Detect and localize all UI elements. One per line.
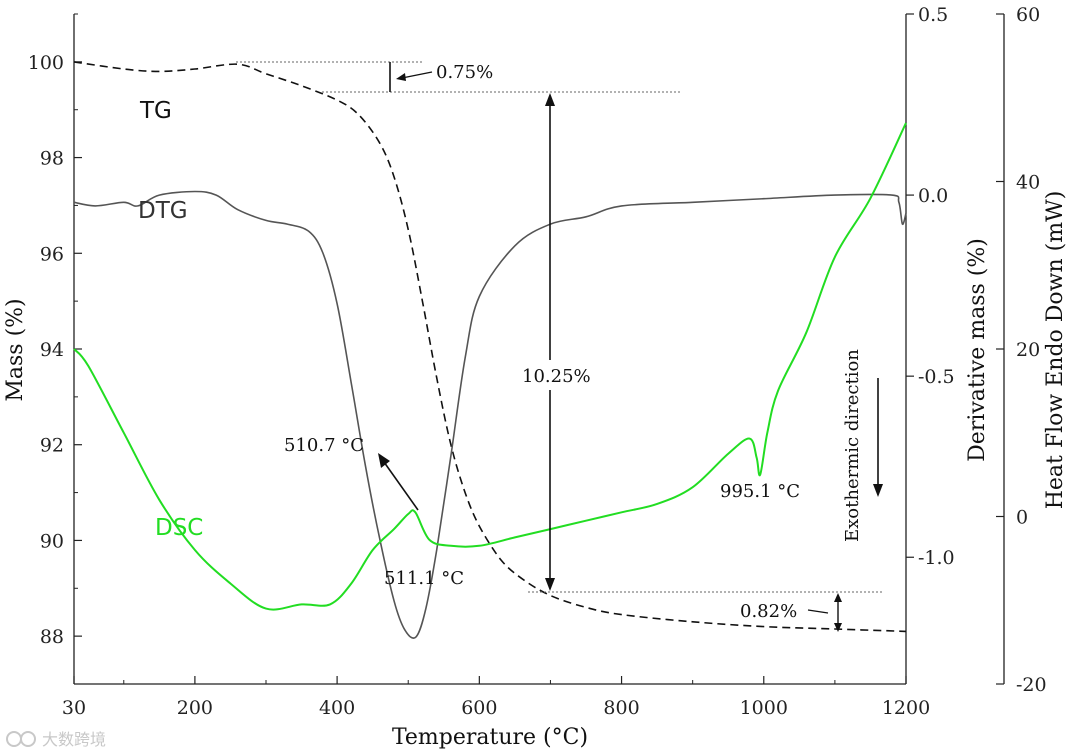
watermark-text: 大数跨境 <box>42 730 106 749</box>
watermark-logo-icon <box>6 731 22 747</box>
y-left-tick-label: 98 <box>40 148 64 170</box>
y-right1-tick-label: 0.0 <box>918 185 948 207</box>
peak-dsc-arrowhead <box>378 453 390 468</box>
exo-arrowhead <box>873 484 883 497</box>
y-left-title: Mass (%) <box>3 298 28 401</box>
x-tick-label: 800 <box>603 697 639 719</box>
loss3-arrowhead-bottom <box>834 623 842 632</box>
dtg-label: DTG <box>138 198 188 224</box>
exo-label: Exothermic direction <box>842 349 863 542</box>
loss1-arrowhead <box>396 73 406 81</box>
x-tick-label: 400 <box>319 697 355 719</box>
loss2-label-bg <box>515 360 605 390</box>
watermark: 大数跨境 <box>6 730 106 749</box>
series-dtg-line <box>73 190 907 639</box>
y-left-tick-label: 88 <box>40 626 64 648</box>
y-right2-tick-label: 60 <box>1016 4 1040 26</box>
x-tick-label: 30 <box>62 697 86 719</box>
y-right1-tick-label: -0.5 <box>918 366 955 388</box>
loss3-label: 0.82% <box>740 601 797 622</box>
peak-dtg-label: 511.1 °C <box>384 568 464 589</box>
y-right2-tick-label: 20 <box>1016 339 1040 361</box>
loss1-label: 0.75% <box>436 62 493 83</box>
y-left-tick-label: 94 <box>40 339 64 361</box>
x-axis-title: Temperature (°C) <box>392 725 588 750</box>
loss3-pointer <box>807 609 829 614</box>
series-dsc-line <box>73 122 907 611</box>
y-left-tick-label: 96 <box>40 243 64 265</box>
x-tick-label: 1000 <box>740 697 788 719</box>
x-tick-label: 600 <box>461 697 497 719</box>
x-tick-label: 1200 <box>882 697 930 719</box>
y-right1-tick-label: -1.0 <box>918 547 955 569</box>
peak-dsc-arrow <box>383 461 419 511</box>
ticks: 30 200 400 600 800 1000 1200889092949698100-1.… <box>28 4 1047 719</box>
loss2-arrowhead-top <box>545 93 555 106</box>
peak-dsc-label: 510.7 °C <box>284 435 364 456</box>
y-right1-tick-label: 0.5 <box>918 4 948 26</box>
y-right1-title: Derivative mass (%) <box>965 238 990 462</box>
y-left-tick-label: 90 <box>40 530 64 552</box>
series-tg-line <box>73 61 907 633</box>
series <box>73 61 907 639</box>
dsc-label: DSC <box>155 515 203 541</box>
tg-label: TG <box>139 98 172 124</box>
y-right2-tick-label: 0 <box>1016 507 1028 529</box>
x-tick-label: 200 <box>177 697 213 719</box>
y-right2-tick-label: -20 <box>1016 674 1047 696</box>
loss3-arrowhead-top <box>834 593 842 602</box>
y-right2-tick-label: 40 <box>1016 172 1040 194</box>
y-left-tick-label: 92 <box>40 435 64 457</box>
loss2-arrowhead-bottom <box>545 578 555 591</box>
loss1-arrow <box>401 71 433 79</box>
watermark-logo-icon-2 <box>20 731 36 747</box>
y-left-tick-label: 100 <box>28 52 64 74</box>
y-right2-title: Heat Flow Endo Down (mW) <box>1043 191 1068 510</box>
peak-995-label: 995.1 °C <box>720 481 800 502</box>
loss2-label: 10.25% <box>522 366 591 387</box>
